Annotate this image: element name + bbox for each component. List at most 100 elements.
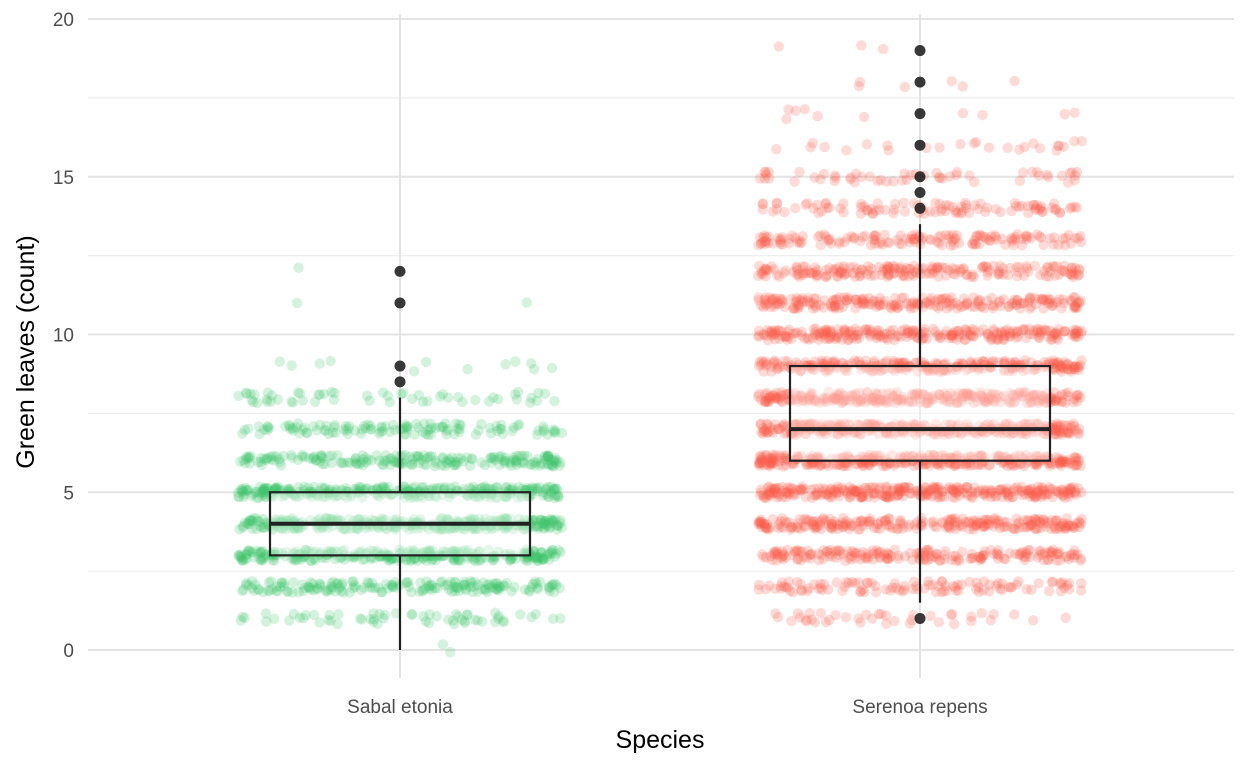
jitter-point — [763, 166, 774, 178]
jitter-point — [551, 483, 563, 495]
jitter-point — [841, 520, 852, 531]
jitter-point — [339, 524, 350, 535]
jitter-point — [1038, 515, 1049, 526]
jitter-point — [507, 482, 518, 493]
jitter-point — [1069, 107, 1080, 118]
jitter-point — [792, 608, 804, 619]
jitter-point — [255, 547, 266, 558]
jitter-point — [351, 458, 362, 469]
jitter-point — [417, 396, 429, 407]
jitter-point — [543, 581, 555, 592]
jitter-point — [387, 579, 398, 590]
jitter-point — [444, 523, 455, 534]
jitter-point — [921, 544, 932, 556]
jitter-point — [808, 516, 819, 527]
jitter-point — [783, 489, 794, 500]
jitter-point — [394, 544, 405, 555]
jitter-point — [244, 452, 255, 463]
jitter-point — [829, 516, 840, 527]
jitter-point — [271, 585, 282, 596]
jitter-point — [264, 585, 275, 597]
jitter-point — [761, 552, 772, 563]
jitter-point — [1032, 167, 1043, 178]
jitter-point — [850, 485, 861, 497]
jitter-point — [310, 455, 322, 466]
jitter-point — [899, 168, 910, 179]
jitter-point — [406, 459, 417, 471]
jitter-point — [291, 297, 303, 309]
jitter-point — [531, 578, 542, 589]
jitter-point — [1045, 523, 1057, 535]
jitter-point — [792, 522, 803, 534]
jitter-point — [547, 514, 558, 526]
jitter-point — [253, 456, 264, 468]
jitter-point — [366, 577, 378, 588]
jitter-point — [840, 612, 852, 623]
jitter-point — [977, 521, 988, 533]
jitter-point — [435, 391, 446, 402]
jitter-point — [815, 516, 826, 528]
jitter-point — [830, 546, 841, 557]
box-iqr — [788, 364, 1052, 462]
jitter-point — [288, 577, 299, 588]
jitter-point — [252, 548, 263, 559]
jitter-point — [441, 429, 452, 440]
jitter-point — [420, 356, 432, 368]
jitter-point — [443, 454, 454, 465]
jitter-point — [885, 485, 896, 497]
jitter-point — [514, 419, 525, 430]
jitter-point — [413, 451, 424, 462]
jitter-point — [870, 587, 882, 598]
jitter-point — [546, 515, 557, 527]
jitter-point — [532, 583, 543, 595]
jitter-point — [243, 453, 254, 464]
jitter-point — [1025, 515, 1037, 527]
jitter-point — [934, 198, 945, 210]
jitter-point — [549, 492, 560, 504]
jitter-point — [479, 459, 491, 471]
jitter-point — [291, 546, 302, 557]
jitter-point — [777, 522, 789, 534]
jitter-point — [387, 581, 399, 593]
jitter-point — [435, 577, 446, 588]
jitter-point — [280, 421, 291, 432]
jitter-point — [364, 582, 375, 593]
jitter-point — [505, 554, 516, 565]
jitter-point — [1058, 265, 1069, 276]
jitter-point — [293, 482, 304, 493]
jitter-point — [498, 513, 510, 524]
jitter-point — [804, 298, 815, 310]
jitter-point — [893, 553, 904, 564]
jitter-point — [998, 522, 1009, 533]
jitter-point — [478, 577, 489, 588]
jitter-point — [390, 457, 401, 468]
jitter-point — [415, 577, 426, 588]
jitter-point — [260, 454, 272, 466]
jitter-point — [1059, 520, 1070, 532]
jitter-point — [323, 548, 334, 560]
jitter-point — [1057, 577, 1068, 588]
jitter-point — [304, 582, 316, 593]
jitter-point — [309, 481, 320, 493]
jitter-point — [251, 545, 263, 557]
jitter-point — [542, 548, 554, 560]
jitter-point — [465, 582, 476, 593]
jitter-point — [824, 513, 836, 524]
jitter-point — [435, 513, 446, 524]
jitter-point — [523, 584, 535, 596]
jitter-point — [831, 330, 842, 342]
jitter-point — [975, 553, 986, 564]
jitter-point — [288, 425, 299, 436]
jitter-point — [458, 456, 469, 467]
jitter-point — [1034, 485, 1046, 496]
jitter-point — [248, 551, 259, 563]
jitter-point — [400, 449, 411, 461]
jitter-point — [787, 586, 799, 598]
jitter-point — [363, 578, 374, 589]
jitter-point — [799, 520, 810, 532]
jitter-point — [400, 421, 412, 433]
jitter-point — [801, 614, 812, 625]
jitter-point — [488, 392, 499, 403]
jitter-point — [291, 422, 302, 433]
jitter-point — [855, 491, 867, 502]
